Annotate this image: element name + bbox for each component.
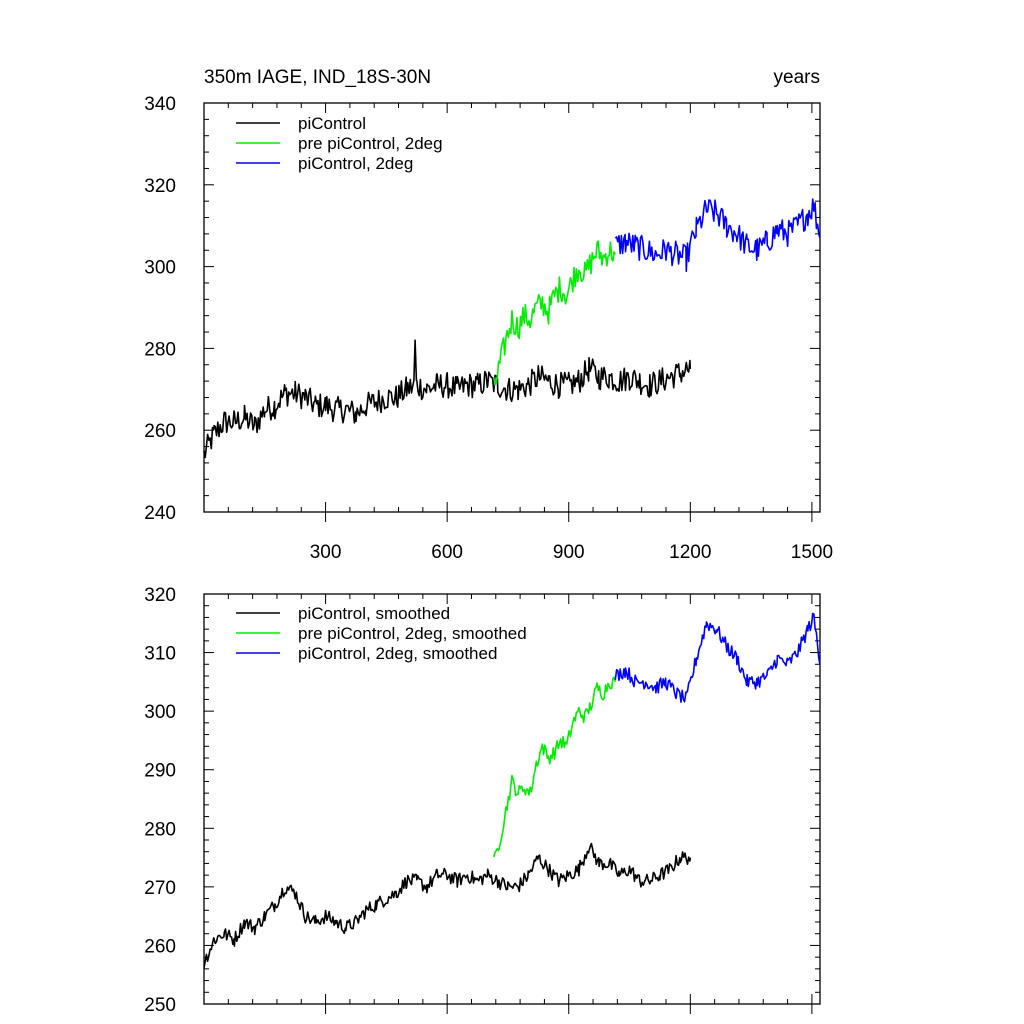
plot-frame <box>203 593 821 1005</box>
series-line-1 <box>493 240 617 386</box>
y-tick-label: 320 <box>144 585 176 606</box>
y-tick-label: 250 <box>144 995 176 1016</box>
series-line-0 <box>203 842 692 968</box>
y-tick-label: 260 <box>144 421 176 442</box>
x-tick-label: 1500 <box>791 542 833 563</box>
bottom-panel: 250 260 270 280 290 300 310 320 piControl, smoot… <box>144 585 821 1016</box>
y-tick-label: 310 <box>144 644 176 665</box>
y-tick-label: 300 <box>144 258 176 279</box>
series-line-2 <box>614 198 821 272</box>
series-line-1 <box>493 676 617 858</box>
y-tick-label: 290 <box>144 761 176 782</box>
x-unit-label: years <box>774 67 820 88</box>
top-panel: 240 260 280 300 320 340 300 600 900 1200 1500 piCon… <box>144 94 833 563</box>
legend-label: pre piControl, 2deg, smoothed <box>298 624 527 643</box>
y-tick-label: 300 <box>144 702 176 723</box>
series-line-0 <box>203 339 692 459</box>
y-tick-label: 240 <box>144 503 176 524</box>
x-tick-label: 600 <box>431 542 463 563</box>
chart-title: 350m IAGE, IND_18S-30N <box>204 67 431 88</box>
x-tick-label: 900 <box>553 542 585 563</box>
y-tick-label: 280 <box>144 819 176 840</box>
plot-frame <box>203 102 821 513</box>
x-tick-label: 300 <box>310 542 342 563</box>
y-tick-label: 280 <box>144 339 176 360</box>
legend-label: piControl, smoothed <box>298 604 450 623</box>
y-tick-label: 340 <box>144 94 176 115</box>
y-tick-label: 270 <box>144 878 176 899</box>
legend-label: pre piControl, 2deg <box>298 134 443 153</box>
series-line-2 <box>614 612 821 703</box>
legend-label: piControl <box>298 114 366 133</box>
y-tick-label: 320 <box>144 176 176 197</box>
legend-label: piControl, 2deg, smoothed <box>298 644 497 663</box>
legend-label: piControl, 2deg <box>298 154 413 173</box>
x-tick-label: 1200 <box>669 542 711 563</box>
y-tick-label: 260 <box>144 936 176 957</box>
